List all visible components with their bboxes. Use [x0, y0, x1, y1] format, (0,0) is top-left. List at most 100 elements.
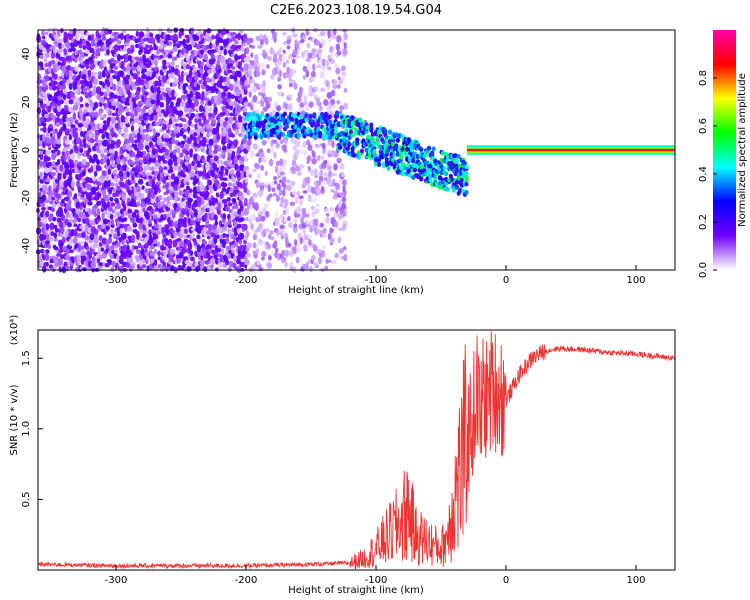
spectrogram-cell — [256, 260, 261, 266]
spectrogram-cell — [45, 177, 51, 183]
spectrogram-cell — [68, 116, 75, 123]
spectrogram-cell — [215, 125, 220, 134]
spectrogram-cell — [320, 250, 326, 258]
spectrogram-cell — [227, 202, 233, 207]
spectrogram-cell — [196, 83, 201, 91]
spectrogram-cell — [133, 143, 138, 151]
spectrogram-cell — [302, 141, 307, 148]
spectrogram-cell — [330, 216, 336, 225]
spectrogram-cell — [57, 38, 63, 43]
spectrogram-cell — [203, 266, 208, 273]
spectrogram-cell — [210, 232, 217, 238]
spectrogram-cell — [395, 138, 400, 143]
spectrogram-cell — [84, 217, 90, 225]
spectrogram-cell — [256, 62, 261, 67]
spectrogram-cell — [243, 33, 248, 39]
spectrogram-cell — [272, 192, 278, 197]
spectrogram-cell — [135, 249, 142, 255]
spectrogram-cell — [64, 168, 70, 175]
spectrogram-cell — [96, 213, 101, 221]
spectrogram-cell — [285, 124, 289, 129]
spectrogram-cell — [294, 149, 300, 156]
spectrogram-x-ticks: -300 -200 -100 0 100 — [105, 265, 646, 286]
spectrogram-cell — [177, 165, 182, 173]
spectrogram-cell — [127, 54, 133, 62]
spectrogram-cell — [333, 163, 338, 171]
spectrogram-cell — [183, 216, 188, 225]
snr-frame — [37, 329, 676, 571]
spectrogram-cell — [450, 161, 455, 167]
spectrogram-cell — [102, 218, 109, 225]
spectrogram-cell — [42, 134, 46, 142]
spectrogram-cell — [157, 161, 162, 168]
spectrogram-cell — [188, 261, 193, 267]
spectrogram-cell — [232, 116, 237, 121]
x-tick-label: -200 — [235, 275, 258, 286]
spectrogram-cell — [286, 66, 291, 75]
spectrogram-cell — [126, 166, 130, 171]
spectrogram-cell — [202, 158, 207, 164]
spectrogram-cell — [307, 144, 313, 152]
spectrogram-cell — [158, 165, 164, 174]
spectrogram-cell — [40, 206, 46, 211]
spectrogram-cell — [119, 223, 125, 229]
spectrogram-cell — [206, 148, 210, 155]
spectrogram-cell — [199, 33, 204, 40]
spectrogram-cell — [185, 181, 190, 186]
spectrogram-cell — [324, 59, 330, 67]
spectrogram-cell — [227, 116, 234, 124]
spectrogram-cell — [268, 193, 273, 198]
spectrogram-cell — [174, 191, 179, 198]
spectrogram-cell — [255, 69, 261, 78]
spectrogram-cell — [65, 40, 70, 48]
spectrogram-cell — [412, 167, 418, 173]
spectrogram-cell — [222, 213, 227, 220]
x-tick-label: -100 — [365, 275, 388, 286]
colorbar-tick-label: 0.6 — [698, 118, 709, 134]
spectrogram-cell — [318, 52, 323, 59]
spectrogram-cell — [231, 32, 237, 36]
spectrogram-cell — [188, 59, 192, 65]
spectrogram-cell — [312, 112, 317, 117]
spectrogram-cell — [281, 54, 286, 63]
spectrogram-cell — [187, 197, 193, 203]
spectrogram-cell — [196, 234, 201, 240]
spectrogram-cell — [162, 177, 167, 185]
spectrogram-cell — [104, 69, 110, 76]
spectrogram-cell — [147, 108, 153, 115]
spectrogram-cell — [176, 69, 181, 77]
spectrogram-cell — [327, 114, 332, 120]
spectrogram-cell — [106, 158, 111, 167]
spectrogram-cell — [104, 262, 110, 268]
spectrogram-cell — [55, 66, 61, 71]
spectrogram-cell — [175, 64, 180, 69]
spectrogram-cell — [190, 112, 196, 119]
spectrogram-cell — [245, 230, 250, 238]
spectrogram-cell — [321, 142, 326, 150]
spectrogram-cell — [419, 147, 424, 152]
spectrogram-cell — [182, 100, 187, 105]
spectrogram-cell — [70, 152, 76, 161]
spectrogram-cell — [195, 91, 201, 99]
spectrogram-cell — [373, 161, 379, 167]
spectrogram-cell — [226, 44, 230, 52]
spectrogram-cell — [231, 205, 236, 210]
spectrogram-cell — [403, 166, 408, 171]
spectrogram-cell — [172, 33, 178, 41]
spectrogram-cell — [330, 51, 334, 59]
spectrogram-cell — [343, 246, 347, 251]
spectrogram-cell — [271, 109, 277, 117]
spectrogram-cell — [172, 239, 178, 248]
spectrogram-cell — [138, 210, 144, 218]
spectrogram-cell — [47, 44, 52, 48]
spectrogram-cell — [426, 168, 432, 174]
spectrogram-cell — [296, 55, 300, 60]
spectrogram-cell — [164, 239, 170, 247]
spectrogram-cell — [79, 148, 84, 153]
spectrogram-cell — [445, 157, 450, 163]
spectrogram-cell — [227, 213, 231, 220]
spectrogram-cell — [233, 139, 239, 147]
spectrogram-cell — [190, 107, 196, 112]
spectrogram-cell — [288, 221, 293, 229]
spectrogram-cell — [52, 216, 57, 222]
